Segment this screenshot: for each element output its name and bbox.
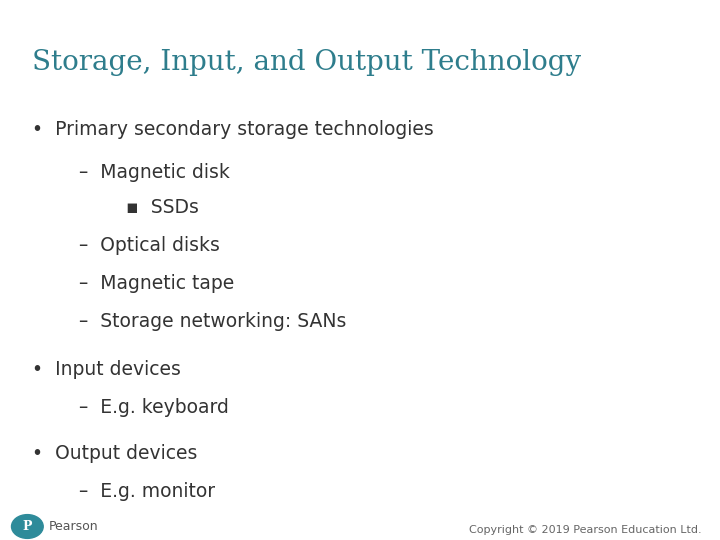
Text: •  Output devices: • Output devices <box>32 444 198 463</box>
Text: –  Magnetic disk: – Magnetic disk <box>79 163 230 183</box>
Text: –  E.g. monitor: – E.g. monitor <box>79 482 215 501</box>
Text: P: P <box>22 520 32 533</box>
Text: Copyright © 2019 Pearson Education Ltd.: Copyright © 2019 Pearson Education Ltd. <box>469 525 702 535</box>
Text: •  Input devices: • Input devices <box>32 360 181 380</box>
Text: Storage, Input, and Output Technology: Storage, Input, and Output Technology <box>32 49 582 76</box>
Text: –  E.g. keyboard: – E.g. keyboard <box>79 398 229 417</box>
Text: –  Optical disks: – Optical disks <box>79 236 220 255</box>
Text: ▪  SSDs: ▪ SSDs <box>126 198 199 218</box>
Circle shape <box>12 515 43 538</box>
Text: •  Primary secondary storage technologies: • Primary secondary storage technologies <box>32 120 434 139</box>
Text: Pearson: Pearson <box>49 520 99 533</box>
Text: –  Magnetic tape: – Magnetic tape <box>79 274 235 293</box>
Text: –  Storage networking: SANs: – Storage networking: SANs <box>79 312 346 331</box>
